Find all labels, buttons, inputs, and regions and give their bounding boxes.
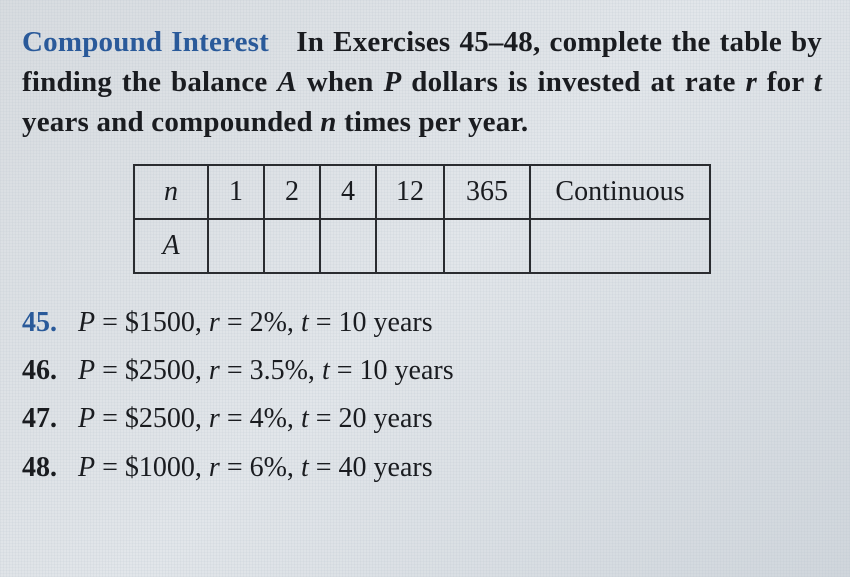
problem-number: 47. xyxy=(22,396,78,442)
problem-48: 48. P = $1000, r = 6%, t = 40 years xyxy=(22,445,822,491)
var-n: n xyxy=(320,106,336,138)
col-continuous: Continuous xyxy=(530,165,710,219)
problem-number: 48. xyxy=(22,445,78,491)
row-header-n: n xyxy=(134,165,208,219)
problem-text: P = $1500, r = 2%, t = 10 years xyxy=(78,300,433,346)
col-12: 12 xyxy=(376,165,444,219)
cell-blank xyxy=(320,219,376,273)
cell-blank xyxy=(376,219,444,273)
compound-interest-table: n 1 2 4 12 365 Continuous A xyxy=(133,164,711,274)
topic-label: Compound Interest xyxy=(22,26,269,58)
instr-mid5: times per year. xyxy=(344,106,528,138)
problem-47: 47. P = $2500, r = 4%, t = 20 years xyxy=(22,396,822,442)
problem-45: 45. P = $1500, r = 2%, t = 10 years xyxy=(22,300,822,346)
instructions-block: Compound Interest In Exercises 45–48, co… xyxy=(22,22,822,142)
instr-mid1: when xyxy=(307,66,374,98)
problem-text: P = $2500, r = 4%, t = 20 years xyxy=(78,396,433,442)
problem-text: P = $1000, r = 6%, t = 40 years xyxy=(78,445,433,491)
var-t: t xyxy=(814,66,822,98)
row-header-A: A xyxy=(134,219,208,273)
var-r: r xyxy=(745,66,757,98)
cell-blank xyxy=(208,219,264,273)
col-2: 2 xyxy=(264,165,320,219)
var-P: P xyxy=(383,66,401,98)
problem-text: P = $2500, r = 3.5%, t = 10 years xyxy=(78,348,454,394)
instr-mid2: dollars is invested at rate xyxy=(411,66,735,98)
cell-blank xyxy=(444,219,530,273)
table-container: n 1 2 4 12 365 Continuous A xyxy=(22,164,822,274)
instr-mid3: for xyxy=(767,66,804,98)
col-4: 4 xyxy=(320,165,376,219)
problem-list: 45. P = $1500, r = 2%, t = 10 years 46. … xyxy=(22,300,822,491)
table-row: A xyxy=(134,219,710,273)
instr-mid4: years and compounded xyxy=(22,106,313,138)
col-365: 365 xyxy=(444,165,530,219)
cell-blank xyxy=(530,219,710,273)
problem-number: 45. xyxy=(22,300,78,346)
problem-46: 46. P = $2500, r = 3.5%, t = 10 years xyxy=(22,348,822,394)
problem-number: 46. xyxy=(22,348,78,394)
cell-blank xyxy=(264,219,320,273)
table-row: n 1 2 4 12 365 Continuous xyxy=(134,165,710,219)
col-1: 1 xyxy=(208,165,264,219)
var-A: A xyxy=(277,66,297,98)
